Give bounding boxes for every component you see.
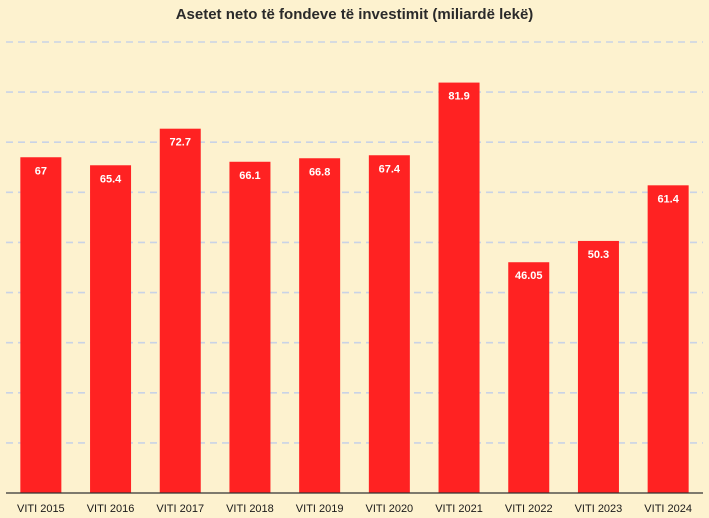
data-label: 67.4 [379, 163, 401, 175]
data-label: 65.4 [100, 173, 122, 185]
bar-viti-2022 [508, 262, 550, 493]
data-label: 66.1 [239, 170, 260, 182]
x-tick-label: VITI 2015 [17, 503, 65, 515]
x-tick-label: VITI 2016 [87, 503, 135, 515]
data-label: 50.3 [588, 249, 609, 261]
bar-viti-2016 [90, 165, 132, 494]
data-label: 67 [35, 165, 47, 177]
x-tick-label: VITI 2024 [644, 503, 692, 515]
data-label: 72.7 [170, 137, 191, 149]
bar-viti-2015 [20, 157, 62, 493]
x-tick-label: VITI 2021 [435, 503, 483, 515]
x-tick-label: VITI 2017 [156, 503, 204, 515]
bar-viti-2024 [647, 185, 689, 493]
x-tick-label: VITI 2023 [575, 503, 623, 515]
x-tick-label: VITI 2019 [296, 503, 344, 515]
data-label: 66.8 [309, 166, 330, 178]
bar-viti-2023 [577, 240, 619, 493]
bar-viti-2017 [159, 128, 201, 494]
data-label: 46.05 [515, 270, 543, 282]
data-label: 61.4 [657, 193, 679, 205]
x-tick-label: VITI 2022 [505, 503, 553, 515]
bar-viti-2019 [299, 158, 341, 493]
bar-viti-2018 [229, 161, 271, 493]
data-label: 81.9 [448, 91, 469, 103]
x-tick-label: VITI 2020 [365, 503, 413, 515]
bar-viti-2020 [368, 155, 410, 494]
x-tick-label: VITI 2018 [226, 503, 274, 515]
chart-title: Asetet neto të fondeve të investimit (mi… [175, 6, 534, 23]
bar-viti-2021 [438, 82, 480, 493]
